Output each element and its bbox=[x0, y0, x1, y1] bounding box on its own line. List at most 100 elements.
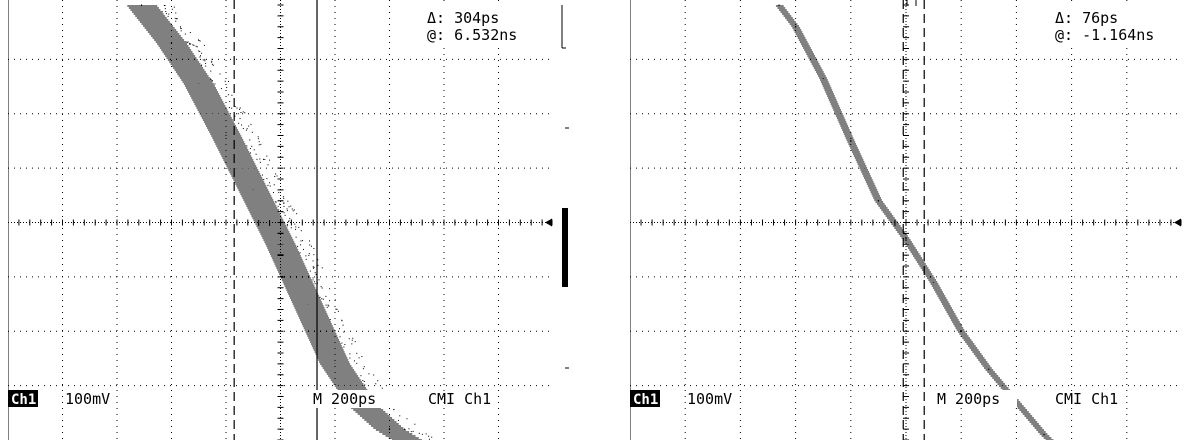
noise-dot bbox=[293, 209, 295, 211]
data-point bbox=[933, 281, 935, 283]
noise-dot bbox=[205, 62, 207, 64]
noise-dot bbox=[180, 27, 182, 29]
noise-dot bbox=[308, 254, 310, 256]
noise-dot bbox=[399, 415, 401, 417]
noise-dot bbox=[312, 279, 314, 281]
graticule bbox=[8, 0, 553, 440]
noise-dot bbox=[275, 201, 277, 203]
noise-dot bbox=[296, 213, 298, 215]
noise-dot bbox=[239, 108, 241, 110]
data-point bbox=[279, 243, 282, 245]
noise-dot bbox=[286, 208, 288, 210]
noise-dot bbox=[341, 319, 343, 321]
noise-dot bbox=[393, 408, 395, 410]
noise-dot bbox=[305, 255, 307, 257]
noise-dot bbox=[312, 260, 314, 262]
noise-dot bbox=[211, 60, 213, 62]
noise-dot bbox=[308, 253, 310, 255]
noise-dot bbox=[179, 26, 181, 28]
data-point bbox=[988, 368, 990, 370]
timebase: M 200ps bbox=[313, 390, 376, 408]
ground-marker-icon bbox=[1174, 218, 1181, 227]
noise-dot bbox=[167, 15, 169, 17]
noise-dot bbox=[196, 46, 198, 48]
noise-dot bbox=[199, 51, 201, 53]
noise-dot bbox=[288, 220, 290, 222]
noise-dot bbox=[164, 8, 166, 10]
noise-dot bbox=[199, 55, 201, 57]
noise-dot bbox=[428, 435, 430, 437]
noise-dot bbox=[295, 226, 297, 228]
noise-dot bbox=[305, 258, 307, 260]
noise-dot bbox=[238, 122, 240, 124]
trigger-source: CMI Ch1 bbox=[1055, 390, 1118, 408]
status-line: Ch1 100mV M 200ps CMI Ch1 bbox=[8, 390, 491, 408]
trigger-source: CMI Ch1 bbox=[428, 390, 491, 408]
noise-dot bbox=[329, 300, 331, 302]
noise-dot bbox=[189, 32, 191, 34]
noise-dot bbox=[368, 373, 370, 375]
noise-dot bbox=[381, 387, 383, 389]
noise-dot bbox=[195, 45, 197, 47]
noise-dot bbox=[356, 352, 358, 354]
noise-dot bbox=[421, 433, 423, 435]
noise-dot bbox=[406, 418, 408, 420]
noise-dot bbox=[341, 320, 343, 322]
noise-dot bbox=[329, 288, 331, 290]
noise-dot bbox=[242, 128, 244, 130]
noise-dot bbox=[184, 33, 186, 35]
volts-per-div: 100mV bbox=[65, 390, 110, 408]
scope-screen-2: Δ: 76ps@: -1.164ns Ch1 100mV M 200ps CMI Ch1 bbox=[630, 0, 1182, 440]
noise-dot bbox=[210, 79, 212, 81]
noise-dot bbox=[174, 17, 176, 19]
noise-dot bbox=[410, 431, 412, 433]
noise-dot bbox=[161, 11, 163, 13]
noise-dot bbox=[186, 41, 188, 43]
noise-dot bbox=[356, 362, 358, 364]
noise-dot bbox=[299, 252, 301, 254]
noise-dot bbox=[295, 228, 297, 230]
readout-bg bbox=[423, 6, 539, 48]
noise-dot bbox=[199, 56, 201, 58]
noise-dot bbox=[313, 248, 315, 250]
noise-dot bbox=[302, 240, 304, 242]
channel-label: Ch1 bbox=[633, 392, 658, 408]
noise-dot bbox=[165, 13, 167, 15]
noise-dot bbox=[219, 73, 221, 75]
noise-dot bbox=[276, 175, 278, 177]
noise-dot bbox=[310, 245, 312, 247]
noise-dot bbox=[165, 10, 167, 12]
data-point bbox=[225, 134, 227, 137]
noise-dot bbox=[300, 230, 302, 232]
noise-dot bbox=[309, 270, 311, 272]
noise-dot bbox=[360, 375, 362, 377]
noise-dot bbox=[284, 214, 286, 216]
noise-dot bbox=[278, 209, 280, 211]
at-readout: @: -1.164ns bbox=[1055, 26, 1154, 44]
noise-dot bbox=[377, 380, 379, 382]
noise-dot bbox=[171, 8, 173, 10]
noise-dot bbox=[267, 164, 269, 166]
noise-dot bbox=[212, 64, 214, 66]
noise-dot bbox=[292, 210, 294, 212]
noise-dot bbox=[262, 174, 264, 176]
timebase-bg bbox=[935, 390, 1017, 408]
noise-dot bbox=[258, 141, 260, 143]
graticule bbox=[630, 0, 1182, 440]
noise-dot bbox=[283, 202, 285, 204]
noise-dot bbox=[269, 182, 271, 184]
noise-dot bbox=[246, 145, 248, 147]
noise-dot bbox=[220, 88, 222, 90]
data-point bbox=[140, 4, 143, 6]
noise-dot bbox=[298, 226, 300, 228]
noise-dot bbox=[348, 338, 350, 340]
noise-dot bbox=[315, 273, 317, 275]
noise-dot bbox=[336, 308, 338, 310]
noise-dot bbox=[229, 100, 231, 102]
noise-dot bbox=[309, 244, 311, 246]
noise-dot bbox=[192, 44, 194, 46]
data-point bbox=[822, 77, 824, 80]
noise-dot bbox=[205, 65, 207, 67]
noise-dot bbox=[313, 281, 315, 283]
